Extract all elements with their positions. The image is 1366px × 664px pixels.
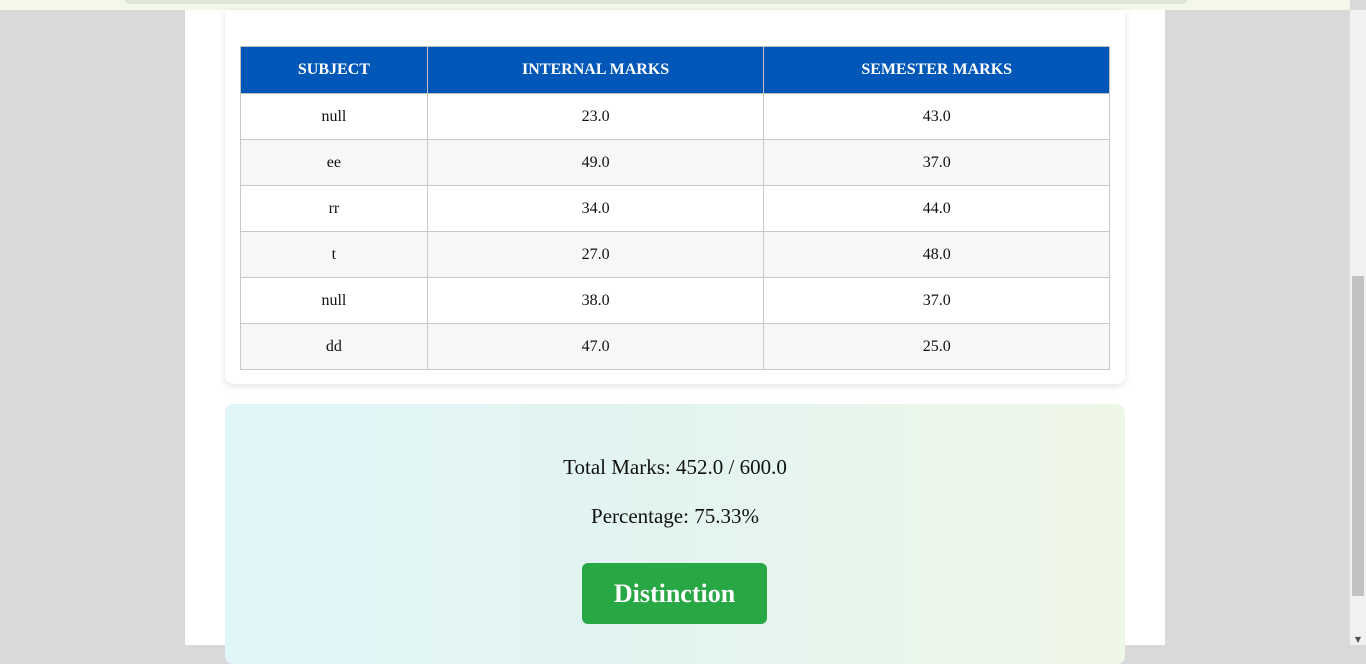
top-strip <box>0 0 1350 10</box>
header-semester-marks: SEMESTER MARKS <box>763 46 1110 94</box>
vertical-scrollbar[interactable]: ▼ <box>1350 10 1366 645</box>
scroll-down-arrow-icon[interactable]: ▼ <box>1354 635 1362 644</box>
internal-marks-cell: 38.0 <box>426 277 765 324</box>
subject-cell: rr <box>240 185 428 232</box>
marks-table: SUBJECT INTERNAL MARKS SEMESTER MARKS nu… <box>240 46 1110 370</box>
semester-marks-cell: 48.0 <box>763 231 1110 278</box>
scrollbar-thumb[interactable] <box>1352 276 1364 596</box>
internal-marks-cell: 23.0 <box>426 93 765 140</box>
semester-marks-cell: 37.0 <box>763 139 1110 186</box>
table-row: t 27.0 48.0 <box>240 231 1110 278</box>
subject-cell: ee <box>240 139 428 186</box>
internal-marks-cell: 47.0 <box>426 323 765 370</box>
internal-marks-cell: 27.0 <box>426 231 765 278</box>
top-strip-edge <box>125 0 1187 4</box>
table-row: dd 47.0 25.0 <box>240 323 1110 370</box>
internal-marks-cell: 34.0 <box>426 185 765 232</box>
semester-marks-cell: 25.0 <box>763 323 1110 370</box>
internal-marks-cell: 49.0 <box>426 139 765 186</box>
percentage: Percentage: 75.33% <box>591 504 759 528</box>
table-header-row: SUBJECT INTERNAL MARKS SEMESTER MARKS <box>240 46 1110 94</box>
header-subject: SUBJECT <box>240 46 428 94</box>
subject-cell: t <box>240 231 428 278</box>
table-row: ee 49.0 37.0 <box>240 139 1110 186</box>
grade-badge: Distinction <box>582 563 767 624</box>
table-row: null 23.0 43.0 <box>240 93 1110 140</box>
table-row: null 38.0 37.0 <box>240 277 1110 324</box>
subject-cell: dd <box>240 323 428 370</box>
table-row: rr 34.0 44.0 <box>240 185 1110 232</box>
subject-cell: null <box>240 277 428 324</box>
page-container: SUBJECT INTERNAL MARKS SEMESTER MARKS nu… <box>185 10 1165 664</box>
result-summary-card: Total Marks: 452.0 / 600.0 Percentage: 7… <box>225 404 1125 664</box>
header-internal-marks: INTERNAL MARKS <box>426 46 765 94</box>
semester-marks-cell: 43.0 <box>763 93 1110 140</box>
semester-marks-cell: 37.0 <box>763 277 1110 324</box>
semester-marks-cell: 44.0 <box>763 185 1110 232</box>
total-marks: Total Marks: 452.0 / 600.0 <box>563 455 787 479</box>
subject-cell: null <box>240 93 428 140</box>
marks-table-card: SUBJECT INTERNAL MARKS SEMESTER MARKS nu… <box>225 10 1125 384</box>
